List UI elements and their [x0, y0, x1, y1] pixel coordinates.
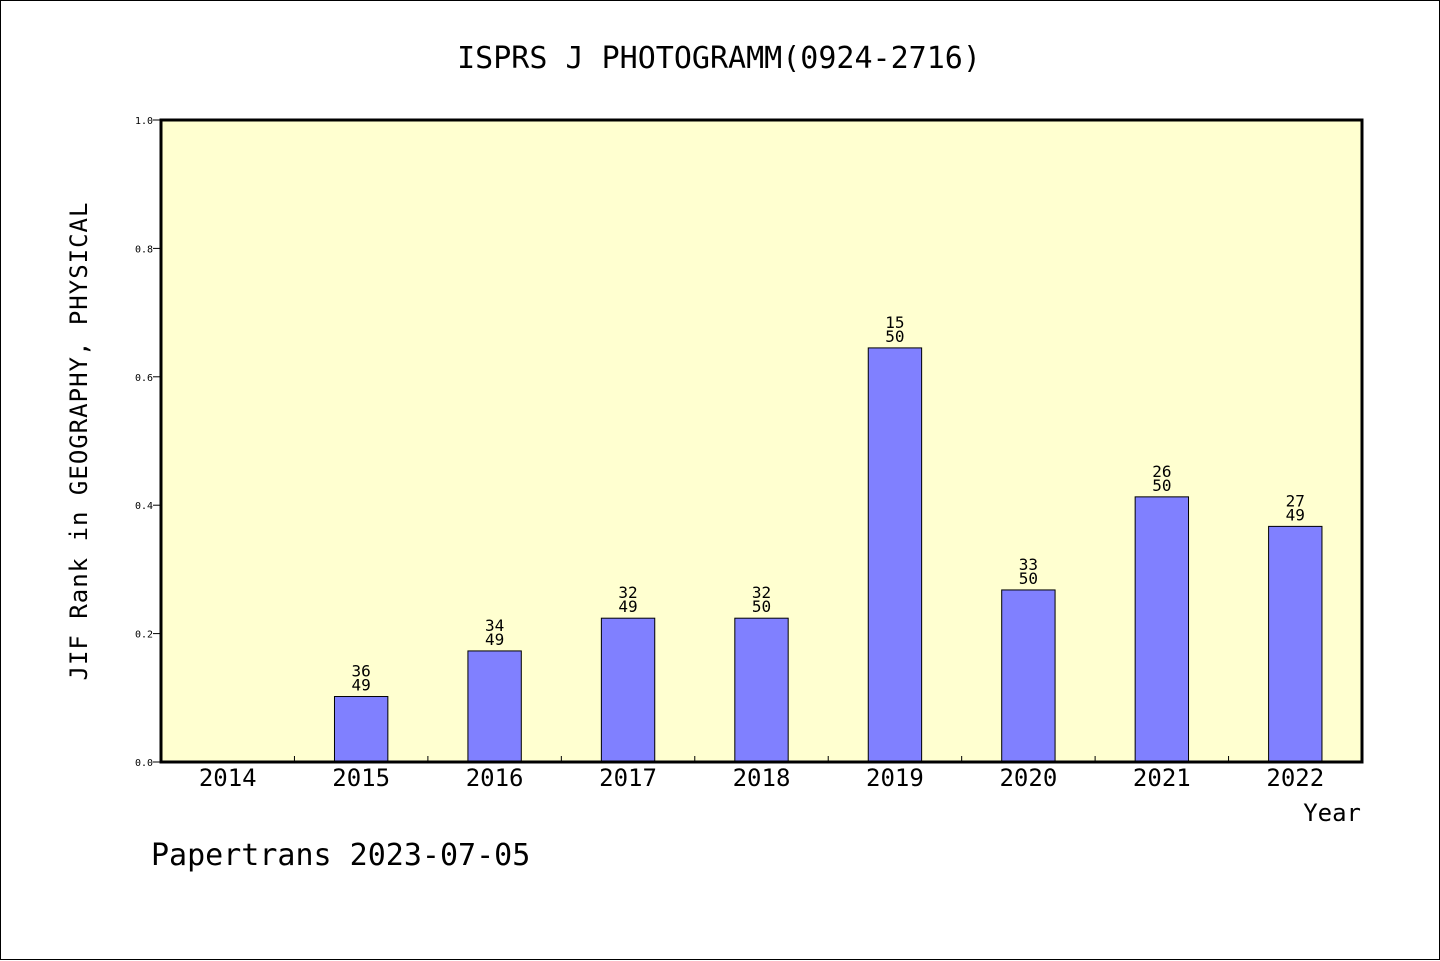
x-tick-label: 2018 [733, 764, 791, 792]
x-tick-label: 2022 [1266, 764, 1324, 792]
bar-rank-label: 27 [1286, 491, 1305, 510]
bar [600, 617, 656, 763]
x-tick-label: 2017 [599, 764, 657, 792]
y-axis-label: JIF Rank in GEOGRAPHY, PHYSICAL [65, 202, 93, 681]
bar [333, 696, 389, 763]
x-tick-label: 2021 [1133, 764, 1191, 792]
bar-rank-label: 32 [618, 583, 637, 602]
x-tick-label: 2016 [466, 764, 524, 792]
y-tick-label: 0.8 [135, 244, 153, 255]
bar-rank-label: 36 [352, 662, 371, 681]
x-tick-label: 2019 [866, 764, 924, 792]
y-tick-label: 0.4 [135, 501, 153, 512]
bar-rank-label: 32 [752, 583, 771, 602]
bar-total-label: 49 [1286, 505, 1305, 524]
y-axis-ticks: 0.0 0.2 0.4 0.6 0.8 1.0 [135, 116, 161, 769]
bar [1268, 525, 1323, 763]
bar-rank-label: 33 [1019, 555, 1038, 574]
y-tick-label: 0.2 [135, 630, 153, 641]
bar-total-label: 50 [1152, 476, 1171, 495]
x-tick-label: 2015 [332, 764, 390, 792]
bar [1001, 589, 1056, 763]
bars-group [333, 347, 1323, 763]
bar-total-label: 50 [885, 327, 904, 346]
bar-rank-label: 26 [1152, 462, 1171, 481]
bar [1134, 496, 1190, 763]
bar-rank-label: 34 [485, 616, 504, 635]
bar-total-label: 49 [352, 676, 371, 695]
x-tick-label: 2020 [999, 764, 1057, 792]
bar [467, 650, 522, 763]
bar-total-label: 49 [618, 597, 637, 616]
x-tick-label: 2014 [199, 764, 257, 792]
bar-total-label: 50 [752, 597, 771, 616]
y-tick-label: 0.6 [135, 373, 153, 384]
y-tick-label: 1.0 [135, 116, 153, 127]
bar-rank-label: 15 [885, 313, 904, 332]
x-axis-ticks: 2014 2015 2016 2017 2018 2019 2020 2021 2022 [199, 756, 1324, 792]
bar-total-label: 50 [1019, 569, 1038, 588]
bar [867, 347, 923, 763]
footer-credit: Papertrans 2023-07-05 [151, 838, 530, 873]
bar [734, 617, 789, 763]
bar-total-label: 49 [485, 630, 504, 649]
plot-border [159, 118, 1364, 764]
y-tick-label: 0.0 [135, 758, 153, 769]
x-axis-label: Year [1303, 799, 1361, 827]
chart-title: ISPRS J PHOTOGRAMM(0924-2716) [457, 41, 981, 76]
